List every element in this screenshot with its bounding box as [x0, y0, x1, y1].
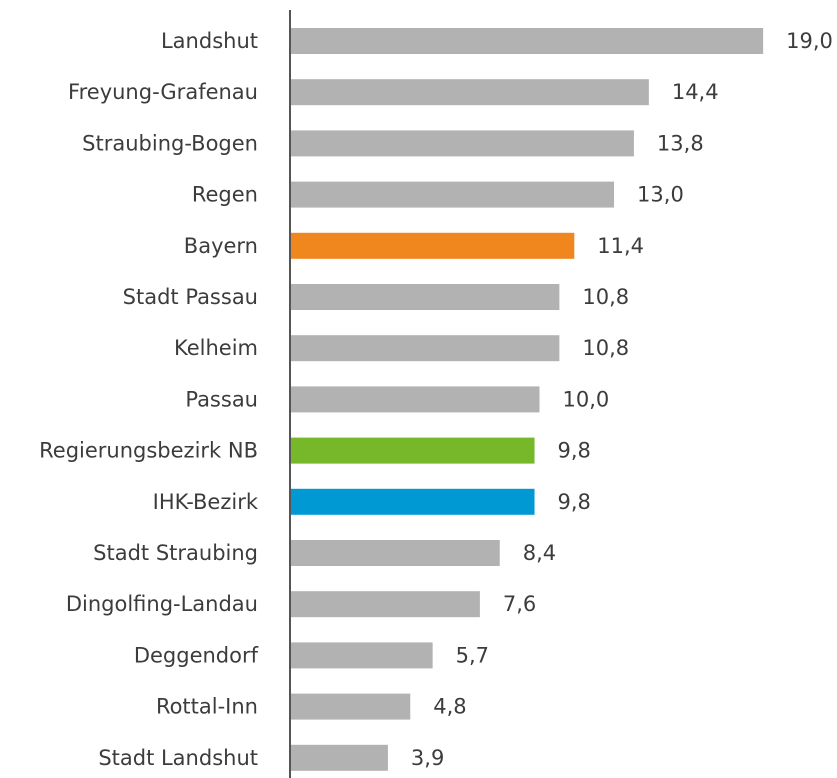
category-label: Landshut [161, 29, 258, 53]
category-label: Straubing-Bogen [82, 131, 258, 155]
bar [291, 386, 540, 413]
category-label: Rottal-Inn [156, 695, 258, 719]
bar [291, 437, 535, 464]
value-label: 7,6 [503, 592, 536, 616]
value-label: 9,8 [558, 490, 591, 514]
category-label: Regen [192, 183, 258, 207]
bar [291, 232, 575, 259]
value-label: 14,4 [672, 80, 719, 104]
category-label: Freyung-Grafenau [68, 80, 258, 104]
category-label: Bayern [184, 234, 258, 258]
bar [291, 181, 615, 208]
value-label: 4,8 [433, 695, 466, 719]
bar [291, 28, 764, 54]
category-label: Deggendorf [134, 643, 259, 667]
value-label: 11,4 [597, 234, 644, 258]
value-label: 10,8 [582, 336, 629, 360]
category-label: Dingolfing-Landau [66, 592, 258, 616]
value-label: 8,4 [523, 541, 556, 565]
category-label: Stadt Straubing [93, 541, 258, 565]
category-label: Kelheim [174, 336, 258, 360]
bar [291, 591, 480, 618]
value-label: 5,7 [456, 643, 489, 667]
bar [291, 488, 535, 515]
category-label: IHK-Bezirk [153, 490, 259, 514]
value-label: 19,0 [786, 29, 833, 53]
value-label: 10,8 [582, 285, 629, 309]
value-label: 13,0 [637, 183, 684, 207]
bar [291, 130, 634, 157]
bar [291, 79, 649, 106]
value-label: 9,8 [558, 439, 591, 463]
bar [291, 693, 411, 720]
bar [291, 335, 560, 362]
value-label: 13,8 [657, 131, 704, 155]
bar [291, 284, 560, 310]
category-label: Stadt Passau [123, 285, 258, 309]
bar [291, 642, 433, 669]
category-label: Regierungsbezirk NB [39, 439, 258, 463]
bar [291, 540, 500, 566]
bar [291, 744, 388, 771]
value-label: 3,9 [411, 746, 444, 770]
category-label: Passau [185, 387, 258, 411]
value-label: 10,0 [563, 387, 610, 411]
category-label: Stadt Landshut [98, 746, 258, 770]
